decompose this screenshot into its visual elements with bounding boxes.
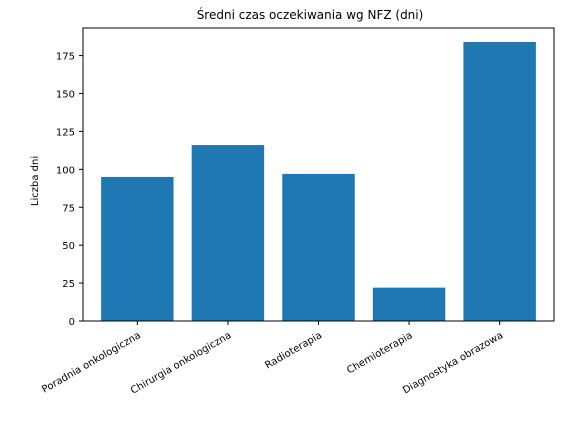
bar-5	[463, 41, 536, 321]
y-tick-label: 100	[56, 165, 75, 176]
bars-group	[101, 41, 536, 321]
x-tick-label: Radioterapia	[263, 330, 324, 371]
bar-4	[372, 287, 446, 321]
x-tick-label: Diagnostyka obrazowa	[401, 330, 505, 396]
y-ticks-group: 0 25 50 75 100 125 150 175	[56, 52, 83, 328]
plot-frame	[82, 27, 555, 322]
y-tick-label: 175	[56, 52, 75, 63]
x-tick-label: Chirurgia onkologiczna	[129, 330, 233, 397]
y-tick-label: 50	[62, 241, 75, 252]
x-tick-label: Poradnia onkologiczna	[40, 330, 143, 396]
y-tick-label: 0	[69, 317, 75, 328]
bar-2	[191, 145, 265, 321]
x-tick-label: Chemioterapia	[345, 330, 414, 376]
y-axis-label: Liczba dni	[30, 156, 41, 206]
chart-title: Średni czas oczekiwania wg NFZ (dni)	[197, 7, 424, 22]
y-tick-label: 150	[56, 90, 75, 101]
y-tick-label: 75	[62, 203, 75, 214]
y-tick-label: 125	[56, 127, 75, 138]
bar-1	[101, 176, 174, 321]
bar-3	[282, 173, 355, 321]
y-tick-label: 25	[62, 279, 75, 290]
